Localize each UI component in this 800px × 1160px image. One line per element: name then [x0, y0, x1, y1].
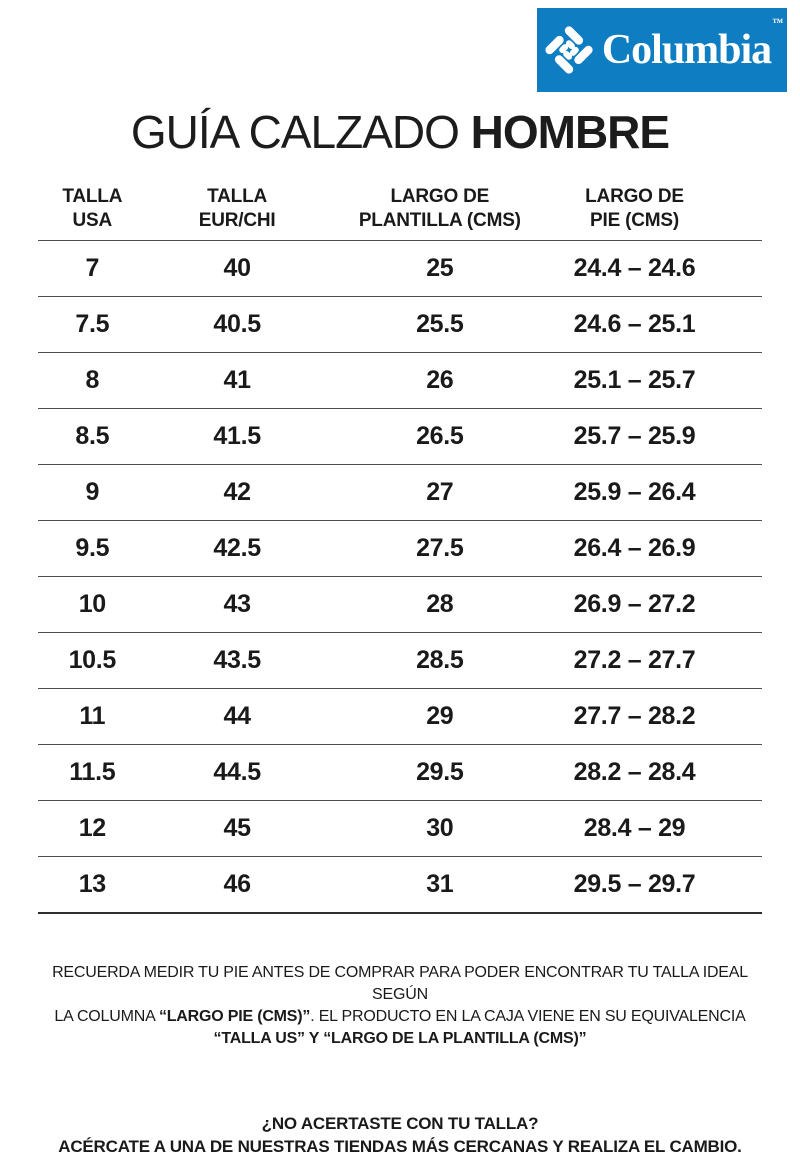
header-line-1: TALLA [62, 185, 123, 207]
page-title: GUÍA CALZADO HOMBRE [0, 0, 800, 159]
cell-largo-pie: 24.4 – 24.6 [573, 253, 696, 282]
disclaimer-line-2-post: . EL PRODUCTO EN LA CAJA VIENE EN SU EQU… [310, 1007, 746, 1025]
table-header-cell: TALLA EUR/CHI [147, 185, 328, 233]
brand-name: Columbia [601, 27, 772, 73]
cell-talla-usa: 7 [85, 253, 100, 282]
cell-largo-pie: 25.9 – 26.4 [573, 477, 696, 506]
size-table: TALLA USA TALLA EUR/CHI LARGO DE PLANTIL… [38, 185, 762, 914]
title-regular-part: GUÍA CALZADO [130, 106, 460, 158]
table-row: 7.5 40.5 25.5 24.6 – 25.1 [38, 297, 762, 353]
cell-talla-eur-chi: 44.5 [213, 757, 261, 786]
cell-largo-plantilla: 26 [426, 365, 454, 394]
cell-largo-plantilla: 25.5 [416, 309, 464, 338]
cell-talla-eur-chi: 43 [223, 589, 251, 618]
disclaimer-line-2-pre: LA COLUMNA [54, 1007, 159, 1025]
title-bold-part: HOMBRE [470, 106, 670, 158]
cell-largo-pie: 24.6 – 25.1 [573, 309, 696, 338]
disclaimer-line-2-bold: “LARGO PIE (CMS)” [158, 1007, 311, 1025]
table-row: 12 45 30 28.4 – 29 [38, 801, 762, 857]
table-body: 7 40 25 24.4 – 24.6 7.5 40.5 25.5 24.6 –… [38, 241, 762, 914]
header-line-1: TALLA [207, 185, 268, 207]
cell-talla-usa: 13 [78, 869, 107, 898]
table-header-cell: LARGO DE PIE (CMS) [552, 185, 762, 233]
cell-talla-eur-chi: 41 [223, 365, 251, 394]
table-header-cell: TALLA USA [38, 185, 147, 233]
columbia-pinwheel-icon [541, 22, 597, 78]
exchange-note-line-2: ACÉRCATE A UNA DE NUESTRAS TIENDAS MÁS C… [58, 1136, 742, 1156]
table-row: 9 42 27 25.9 – 26.4 [38, 465, 762, 521]
table-row: 11 44 29 27.7 – 28.2 [38, 689, 762, 745]
cell-largo-pie: 28.2 – 28.4 [573, 757, 696, 786]
header-line-1: LARGO DE [585, 185, 684, 207]
cell-largo-plantilla: 28 [426, 589, 454, 618]
table-row: 7 40 25 24.4 – 24.6 [38, 241, 762, 297]
cell-largo-pie: 26.9 – 27.2 [573, 589, 696, 618]
cell-talla-usa: 12 [78, 813, 107, 842]
header-line-1: LARGO DE [390, 185, 490, 207]
cell-largo-pie: 29.5 – 29.7 [573, 869, 696, 898]
cell-largo-plantilla: 26.5 [416, 421, 464, 450]
columbia-logo: Columbia™ [537, 8, 787, 92]
exchange-note: ¿NO ACERTASTE CON TU TALLA? ACÉRCATE A U… [28, 1112, 772, 1158]
cell-talla-usa: 10.5 [68, 645, 117, 674]
table-row: 10 43 28 26.9 – 27.2 [38, 577, 762, 633]
table-header-row: TALLA USA TALLA EUR/CHI LARGO DE PLANTIL… [38, 185, 762, 241]
disclaimer-line-2: LA COLUMNA “LARGO PIE (CMS)”. EL PRODUCT… [28, 1006, 772, 1028]
cell-talla-eur-chi: 42 [223, 477, 251, 506]
header-line-2: PLANTILLA (CMS) [358, 209, 521, 231]
cell-talla-usa: 11 [79, 701, 106, 730]
cell-talla-usa: 7.5 [75, 309, 110, 338]
cell-talla-eur-chi: 46 [223, 869, 251, 898]
cell-largo-pie: 28.4 – 29 [583, 813, 686, 842]
cell-largo-plantilla: 27 [426, 477, 454, 506]
cell-largo-plantilla: 28.5 [416, 645, 464, 674]
header-line-2: PIE (CMS) [590, 209, 679, 231]
cell-talla-eur-chi: 43.5 [213, 645, 261, 674]
table-row: 8 41 26 25.1 – 25.7 [38, 353, 762, 409]
cell-largo-pie: 25.7 – 25.9 [573, 421, 696, 450]
header-line-2: USA [72, 209, 113, 231]
cell-talla-eur-chi: 41.5 [213, 421, 261, 450]
cell-largo-pie: 25.1 – 25.7 [573, 365, 696, 394]
table-row: 11.5 44.5 29.5 28.2 – 28.4 [38, 745, 762, 801]
disclaimer-line-3: “TALLA US” Y “LARGO DE LA PLANTILLA (CMS… [213, 1029, 587, 1047]
cell-largo-pie: 26.4 – 26.9 [573, 533, 696, 562]
table-row: 10.5 43.5 28.5 27.2 – 27.7 [38, 633, 762, 689]
columbia-wordmark: Columbia™ [601, 18, 783, 73]
cell-largo-pie: 27.7 – 28.2 [573, 701, 696, 730]
cell-talla-eur-chi: 45 [223, 813, 251, 842]
cell-largo-plantilla: 25 [426, 253, 454, 282]
cell-largo-plantilla: 29.5 [416, 757, 464, 786]
cell-talla-usa: 10 [78, 589, 107, 618]
cell-talla-usa: 8 [85, 365, 100, 394]
table-row: 13 46 31 29.5 – 29.7 [38, 857, 762, 914]
cell-largo-plantilla: 27.5 [416, 533, 464, 562]
table-row: 8.5 41.5 26.5 25.7 – 25.9 [38, 409, 762, 465]
cell-talla-eur-chi: 44 [223, 701, 251, 730]
cell-largo-plantilla: 29 [426, 701, 454, 730]
cell-largo-plantilla: 31 [426, 869, 454, 898]
cell-talla-usa: 9 [85, 477, 100, 506]
table-row: 9.5 42.5 27.5 26.4 – 26.9 [38, 521, 762, 577]
cell-largo-pie: 27.2 – 27.7 [573, 645, 696, 674]
measure-disclaimer: RECUERDA MEDIR TU PIE ANTES DE COMPRAR P… [28, 962, 772, 1050]
cell-talla-usa: 9.5 [75, 533, 110, 562]
cell-largo-plantilla: 30 [426, 813, 454, 842]
table-header-cell: LARGO DE PLANTILLA (CMS) [328, 185, 552, 233]
disclaimer-line-1: RECUERDA MEDIR TU PIE ANTES DE COMPRAR P… [52, 963, 748, 1003]
cell-talla-usa: 8.5 [75, 421, 110, 450]
header-line-2: EUR/CHI [198, 209, 276, 231]
cell-talla-usa: 11.5 [69, 757, 116, 786]
cell-talla-eur-chi: 40 [223, 253, 251, 282]
exchange-note-line-1: ¿NO ACERTASTE CON TU TALLA? [261, 1113, 539, 1133]
cell-talla-eur-chi: 42.5 [213, 533, 261, 562]
cell-talla-eur-chi: 40.5 [213, 309, 261, 338]
trademark-symbol: ™ [772, 17, 784, 29]
